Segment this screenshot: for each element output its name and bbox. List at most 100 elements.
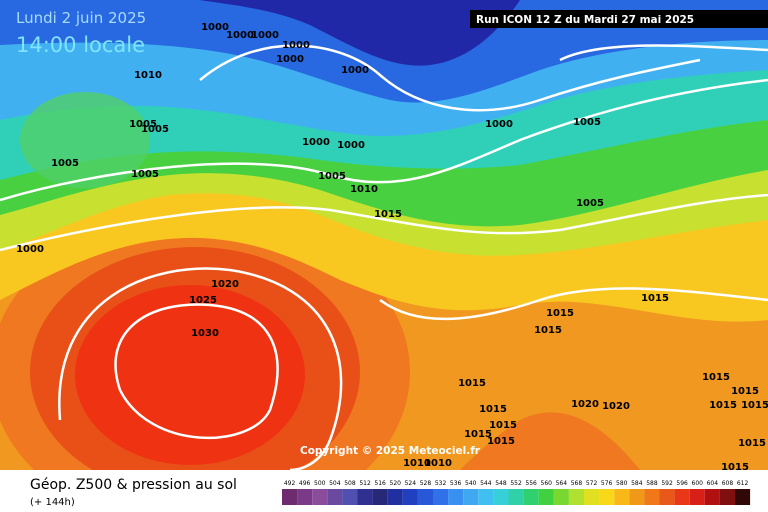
- isobar-label: 1015: [702, 372, 730, 383]
- scale-swatch: [478, 489, 494, 505]
- scale-label: 552: [510, 480, 522, 487]
- isobar-label: 1015: [641, 293, 669, 304]
- isobars: [0, 44, 768, 472]
- isobar-label: 1005: [573, 117, 601, 128]
- isobar-label: 1015: [479, 404, 507, 415]
- scale-label: 604: [707, 480, 719, 487]
- scale-swatch: [402, 489, 418, 505]
- isobar-label: 1015: [534, 325, 562, 336]
- scale-swatch: [387, 489, 403, 505]
- isobar-label: 1020: [211, 279, 239, 290]
- isobar-label: 1010: [403, 458, 431, 469]
- forecast-time: 14:00 locale: [16, 33, 145, 57]
- isobar-label: 1005: [318, 171, 346, 182]
- scale-swatch: [327, 489, 343, 505]
- isobar-label: 1000: [226, 30, 254, 41]
- scale-swatch: [523, 489, 539, 505]
- scale-label: 504: [329, 480, 341, 487]
- scale-swatch: [372, 489, 388, 505]
- scale-label: 580: [616, 480, 628, 487]
- scale-label: 564: [556, 480, 568, 487]
- scale-swatch: [342, 489, 358, 505]
- isobar-label: 1015: [731, 386, 759, 397]
- scale-label: 508: [344, 480, 356, 487]
- scale-label: 560: [541, 480, 553, 487]
- scale-label: 536: [450, 480, 462, 487]
- scale-swatch: [704, 489, 720, 505]
- isobar-label: 1000: [302, 137, 330, 148]
- legend-title: Géop. Z500 & pression au sol: [30, 477, 237, 493]
- isobar-label: 1005: [51, 158, 79, 169]
- isobar-label: 1000: [251, 30, 279, 41]
- scale-swatch: [674, 489, 690, 505]
- scale-label: 548: [495, 480, 507, 487]
- scale-swatch: [508, 489, 524, 505]
- scale-swatch: [312, 489, 328, 505]
- scale-label: 584: [631, 480, 643, 487]
- scale-swatch: [735, 489, 751, 505]
- scale-swatch: [493, 489, 509, 505]
- scale-label: 576: [601, 480, 613, 487]
- copyright: Copyright © 2025 Meteociel.fr: [300, 445, 481, 457]
- run-box: [470, 10, 768, 28]
- scale-swatch: [553, 489, 569, 505]
- isobar-label: 1000: [337, 140, 365, 151]
- scale-label: 600: [692, 480, 704, 487]
- isobar-label: 1005: [131, 169, 159, 180]
- isobar-label: 1000: [282, 40, 310, 51]
- scale-label: 556: [525, 480, 537, 487]
- isobar-label: 1015: [738, 438, 766, 449]
- forecast-date: Lundi 2 juin 2025: [16, 9, 146, 27]
- scale-label: 572: [586, 480, 598, 487]
- scale-label: 496: [299, 480, 311, 487]
- scale-label: 528: [420, 480, 432, 487]
- scale-label: 608: [722, 480, 734, 487]
- scale-swatch: [297, 489, 313, 505]
- scale-swatch: [463, 489, 479, 505]
- isobar-label: 1015: [489, 420, 517, 431]
- scale-label: 540: [465, 480, 477, 487]
- color-scale: 492 496 500 504 508 512 516 520 524 528 532 536 540 5…: [282, 480, 751, 505]
- scale-label: 492: [284, 480, 296, 487]
- isobar-label: 1000: [201, 22, 229, 33]
- scale-label: 516: [374, 480, 386, 487]
- isobar-label: 1030: [191, 328, 219, 339]
- scale-swatch: [568, 489, 584, 505]
- isobar-label: 1015: [709, 400, 737, 411]
- scale-swatch: [448, 489, 464, 505]
- scale-swatch: [659, 489, 675, 505]
- isobar-label: 1000: [485, 119, 513, 130]
- isobar-label: 1015: [487, 436, 515, 447]
- isobar-label: 1015: [721, 462, 749, 473]
- scale-swatch: [433, 489, 449, 505]
- isobar-label: 1005: [576, 198, 604, 209]
- scale-swatch: [689, 489, 705, 505]
- isobar-label: 1010: [350, 184, 378, 195]
- scale-swatch: [417, 489, 433, 505]
- scale-label: 520: [390, 480, 402, 487]
- scale-label: 592: [661, 480, 673, 487]
- scale-swatch: [629, 489, 645, 505]
- scale-swatch: [357, 489, 373, 505]
- isobar-label: 1000: [16, 244, 44, 255]
- scale-swatch: [584, 489, 600, 505]
- isobar-label: 1005: [141, 124, 169, 135]
- scale-label: 512: [359, 480, 371, 487]
- scale-swatch: [599, 489, 615, 505]
- scale-label: 524: [405, 480, 417, 487]
- run-info: Run ICON 12 Z du Mardi 27 mai 2025: [476, 14, 694, 26]
- isobar-labels: 1000100010001000100010001010100510051005…: [16, 22, 768, 473]
- scale-label: 612: [737, 480, 749, 487]
- scale-label: 596: [676, 480, 688, 487]
- isobar-label: 1000: [276, 54, 304, 65]
- isobar-label: 1000: [341, 65, 369, 76]
- scale-label: 500: [314, 480, 326, 487]
- scale-swatch: [538, 489, 554, 505]
- isobar-label: 1015: [458, 378, 486, 389]
- isobar-label: 1025: [189, 295, 217, 306]
- isobar-label: 1020: [571, 399, 599, 410]
- scale-label: 532: [435, 480, 447, 487]
- isobar-label: 1010: [134, 70, 162, 81]
- scale-label: 568: [571, 480, 583, 487]
